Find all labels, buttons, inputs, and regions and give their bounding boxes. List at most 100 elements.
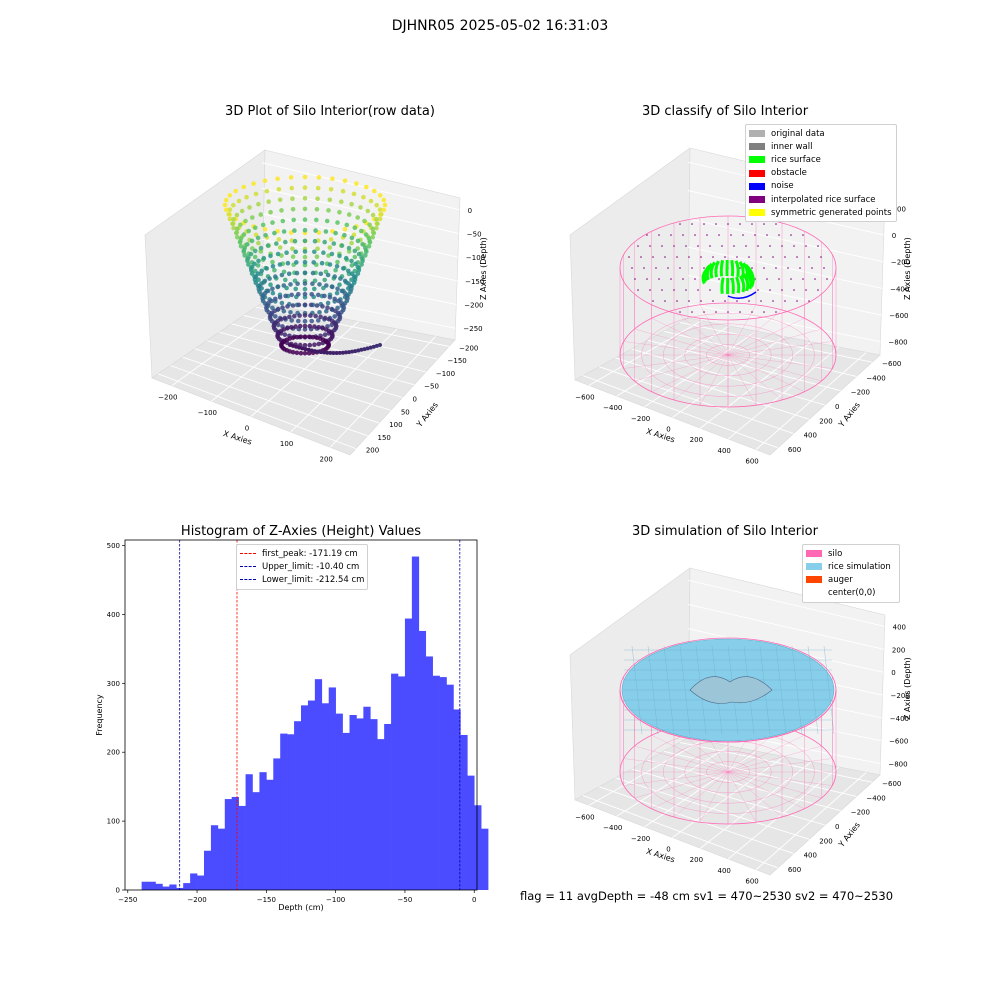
raw-data-point <box>282 332 288 338</box>
raw-data-point <box>359 228 364 234</box>
simulation-grid <box>582 579 885 870</box>
raw-data-point <box>333 320 338 326</box>
classify-interpolated-point <box>739 223 741 225</box>
histogram-y-tick: 100 <box>107 818 120 826</box>
simulation-z-tick: 0 <box>891 669 895 677</box>
raw-data-point <box>349 286 354 292</box>
raw-data-point <box>300 346 305 351</box>
raw-data-point <box>337 209 342 215</box>
raw-data-point <box>285 304 290 309</box>
raw-data-point <box>339 243 345 248</box>
raw-data-point <box>343 350 348 355</box>
raw-data-point <box>278 317 284 322</box>
raw-data-point <box>367 238 372 244</box>
classify-interpolated-point <box>772 256 774 258</box>
simulation-silo-floor-spoke <box>727 721 757 773</box>
raw-data-point <box>316 230 322 235</box>
classify-silo-floor-spoke <box>727 328 822 356</box>
raw-z-axis-label: Z Axies (Depth) <box>479 237 488 300</box>
classify-interpolated-point <box>757 245 759 247</box>
raw-data-point <box>290 349 296 355</box>
raw-data-point <box>349 235 355 241</box>
classify-interpolated-point <box>688 300 690 302</box>
classify-rice-surface-stroke <box>714 260 720 278</box>
classify-interpolated-point <box>775 223 777 225</box>
legend-label: auger <box>828 574 853 585</box>
raw-data-point <box>284 285 289 291</box>
raw-data-point <box>326 328 332 334</box>
classify-interpolated-point <box>757 289 759 291</box>
raw-data-point <box>336 312 341 317</box>
raw-data-point <box>298 350 304 356</box>
raw-data-point <box>306 347 311 352</box>
raw-data-point <box>312 249 317 255</box>
raw-data-point <box>331 276 337 281</box>
simulation-mesh-line <box>775 645 787 735</box>
raw-data-point <box>296 326 302 332</box>
simulation-zgrid-line <box>687 676 882 719</box>
classify-interpolated-point <box>724 300 726 302</box>
simulation-z-tick: −400 <box>890 715 909 723</box>
raw-data-point <box>273 327 278 333</box>
raw-data-point <box>233 216 238 222</box>
raw-data-point <box>344 222 350 228</box>
raw-data-point <box>259 286 265 291</box>
simulation-legend-item: auger <box>806 573 896 586</box>
raw-data-point <box>302 302 308 308</box>
classify-legend-item: obstacle <box>749 167 893 180</box>
simulation-crater <box>689 676 773 704</box>
raw-data-point <box>302 302 308 308</box>
histogram-bar <box>259 772 267 890</box>
simulation-silo-floor-spoke <box>623 758 729 773</box>
histogram-bar <box>481 828 489 890</box>
raw-data-point <box>318 336 323 341</box>
raw-data-point <box>241 247 247 253</box>
classify-interpolated-point <box>793 289 795 291</box>
raw-data-point <box>227 193 233 198</box>
raw-data-point <box>266 300 271 306</box>
raw-data-point <box>249 268 254 273</box>
simulation-mesh-line <box>695 645 707 735</box>
classify-interpolated-point <box>748 300 750 302</box>
histogram-bar <box>148 881 156 890</box>
classify-silo-floor-spoke <box>727 304 757 356</box>
raw-data-point <box>361 229 366 234</box>
simulation-silo-floor-spoke <box>727 745 822 773</box>
raw-data-point <box>320 340 326 346</box>
classify-xgrid-line <box>644 330 757 408</box>
raw-z-tick: −200 <box>464 302 483 310</box>
classify-interpolated-point <box>805 245 807 247</box>
raw-data-point <box>319 260 325 266</box>
simulation-silo-floor-spoke <box>651 735 729 773</box>
histogram-y-tick: 300 <box>107 680 120 688</box>
raw-data-point <box>315 196 320 201</box>
raw-data-point <box>366 236 372 241</box>
raw-data-point <box>284 348 290 353</box>
raw-ygrid-line <box>170 365 368 437</box>
raw-data-point <box>280 218 286 224</box>
raw-data-point <box>312 278 318 284</box>
raw-data-point <box>339 303 345 309</box>
histogram-x-tick: −100 <box>326 896 345 904</box>
classify-ygrid-line <box>615 357 810 420</box>
raw-data-point <box>320 304 325 309</box>
raw-data-point <box>344 298 350 304</box>
raw-data-point <box>313 270 318 276</box>
classify-interpolated-point <box>631 267 633 269</box>
raw-data-point <box>378 343 382 347</box>
simulation-zgrid-line <box>687 701 882 742</box>
raw-data-point <box>341 288 346 294</box>
raw-x-tick: 200 <box>320 455 333 463</box>
simulation-ygrid-line <box>615 777 810 840</box>
simulation-zgrid-line <box>687 603 885 650</box>
raw-data-point <box>281 229 287 234</box>
classify-zgrid-line <box>687 246 883 289</box>
raw-data-point <box>302 174 308 180</box>
classify-interpolated-point <box>679 223 681 225</box>
raw-data-point <box>324 283 329 288</box>
raw-data-point <box>339 300 344 306</box>
classify-interpolated-point <box>775 267 777 269</box>
raw-data-point <box>332 296 338 302</box>
raw-data-point <box>345 296 350 301</box>
classify-y-tick: −200 <box>851 389 870 397</box>
